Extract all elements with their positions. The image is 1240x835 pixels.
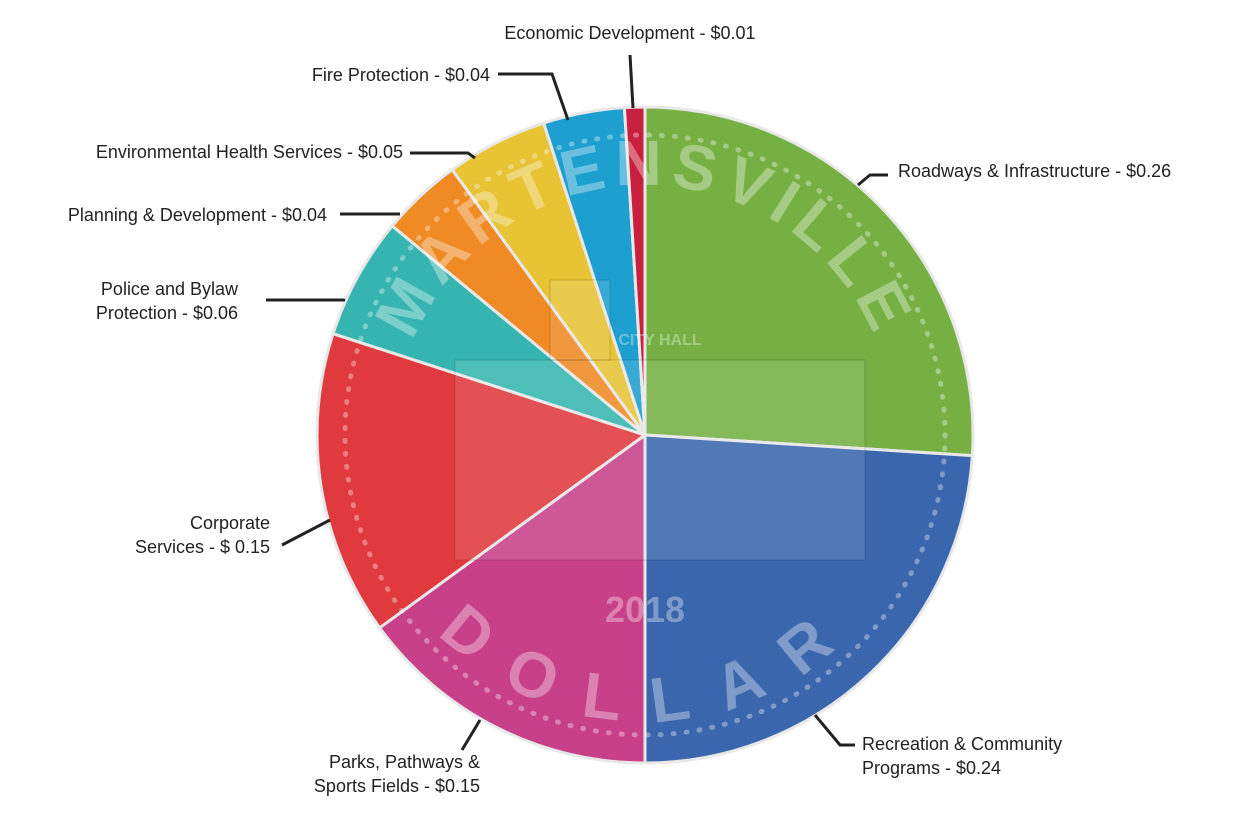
leader-line	[498, 72, 570, 121]
leader-line	[628, 54, 635, 109]
slice-label: Environmental Health Services - $0.05	[96, 142, 403, 162]
pie-slice	[622, 105, 647, 436]
slice-label: Fire Protection - $0.04	[312, 65, 490, 85]
label-line: Programs - $0.24	[862, 758, 1001, 778]
label-line: Police and Bylaw	[101, 279, 239, 299]
pie-slice	[377, 432, 647, 765]
pie-slice	[315, 331, 649, 630]
label-line: Recreation & Community	[862, 734, 1062, 754]
slice-label: Economic Development - $0.01	[504, 23, 755, 43]
slice-label: Planning & Development - $0.04	[68, 205, 327, 225]
label-line: Economic Development - $0.01	[504, 23, 755, 43]
label-line: Protection - $0.06	[96, 303, 238, 323]
labels: Roadways & Infrastructure - $0.26 Recreat…	[68, 23, 1171, 796]
coin-dots	[342, 132, 948, 738]
building-outline	[454, 359, 866, 561]
slice-label: Police and Bylaw Protection - $0.06	[96, 279, 239, 323]
label-line: Environmental Health Services - $0.05	[96, 142, 403, 162]
coin-year: 2018	[605, 589, 685, 630]
pie-slice	[643, 105, 975, 458]
slice-label: Recreation & Community Programs - $0.24	[862, 734, 1062, 778]
leader-line	[857, 173, 888, 187]
coin-building-text: CITY HALL	[618, 332, 701, 349]
label-line: Parks, Pathways &	[329, 752, 480, 772]
pie-slice	[643, 433, 974, 765]
slice-label: Roadways & Infrastructure - $0.26	[898, 161, 1171, 181]
label-line: Sports Fields - $0.15	[314, 776, 480, 796]
pie	[315, 105, 975, 765]
label-line: Fire Protection - $0.04	[312, 65, 490, 85]
label-line: Planning & Development - $0.04	[68, 205, 327, 225]
leader-line	[410, 151, 476, 160]
pie-slice	[331, 223, 646, 437]
slice-label: Corporate Services - $ 0.15	[135, 513, 270, 557]
label-line: Services - $ 0.15	[135, 537, 270, 557]
label-line: Corporate	[190, 513, 270, 533]
slice-label: Parks, Pathways & Sports Fields - $0.15	[314, 752, 480, 796]
leader-line	[813, 714, 855, 747]
leader-line	[281, 518, 331, 547]
label-line: Roadways & Infrastructure - $0.26	[898, 161, 1171, 181]
building-tower	[549, 279, 611, 361]
leader-line	[460, 719, 482, 751]
